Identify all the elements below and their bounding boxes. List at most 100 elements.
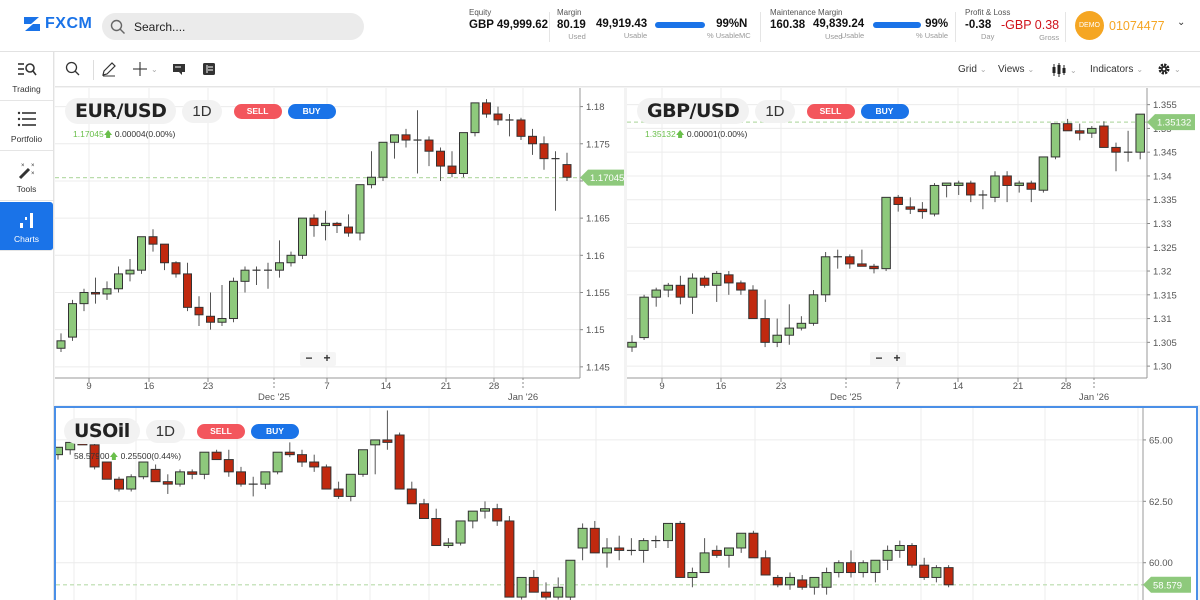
svg-text:23: 23 [203,381,214,392]
candle [114,476,124,492]
margin-pct-label: % Usable [707,31,740,40]
buy-button[interactable]: BUY [287,103,336,119]
eurusd-candlestick-chart[interactable]: 1.181.1751.171.1651.161.1551.151.1451.17… [55,88,624,405]
candle [126,474,137,492]
views-menu[interactable]: Views ⌄ [998,64,1034,75]
margin-usable-block: 49,919.43 Usable [596,18,647,40]
candle [183,262,192,312]
pencil-icon [102,62,116,77]
svg-text:1.17045: 1.17045 [590,173,624,184]
account-number[interactable]: 01074477 [1109,19,1165,33]
candle [943,565,954,588]
svg-text:60.00: 60.00 [1149,558,1173,569]
table-button[interactable] [201,61,217,77]
table-icon [203,63,215,75]
timeframe-button[interactable]: 1D [145,419,185,443]
svg-text:1.155: 1.155 [586,288,610,299]
mc-block: N MC [739,18,751,40]
sidebar-item-trading[interactable]: Trading [0,52,53,101]
candle [675,275,686,305]
zoom-in-button[interactable]: + [323,351,331,365]
gbpusd-candlestick-chart[interactable]: 1.3551.351.3451.341.3351.331.3251.321.31… [627,88,1200,405]
symbol-label[interactable]: EUR/USD [65,98,177,124]
candle [1038,156,1049,193]
svg-text:1.16: 1.16 [586,251,605,262]
symbol-label[interactable]: USOil [64,418,140,444]
chart-type-menu[interactable]: ⌄ [1051,62,1077,78]
candle [1002,171,1012,203]
candle [171,261,181,278]
usoil-candlestick-chart[interactable]: 65.00 62.50 60.00 58.579 [56,408,1196,600]
search-input[interactable]: Search.... [102,13,364,40]
chart-pane-eurusd[interactable]: 1.181.1751.171.1651.161.1551.151.1451.17… [55,88,624,405]
zoom-out-button[interactable]: − [305,351,313,365]
candle [869,263,879,274]
svg-text:Dec '25: Dec '25 [258,392,290,403]
equity-stat: Equity GBP 49,999.62 [469,8,548,31]
candle [175,469,185,487]
candle [687,273,698,314]
candle [431,508,442,547]
candle [990,171,1000,203]
candle [206,292,215,330]
buy-button[interactable]: BUY [250,423,299,439]
mc-label: MC [739,31,751,40]
candle [638,538,649,563]
chart-pane-usoil[interactable]: 65.00 62.50 60.00 58.579 USOil 1D SELL BUY … [54,406,1198,600]
svg-text:1.175: 1.175 [586,139,610,150]
sell-button[interactable]: SELL [806,103,855,119]
zoom-out-button[interactable]: − [875,351,883,365]
candle [138,461,149,480]
zoom-in-button[interactable]: + [893,351,901,365]
candle [382,410,393,450]
candle [1026,180,1037,203]
candle [808,290,819,326]
candle [711,271,722,302]
chart-search-button[interactable] [65,61,81,77]
account-chevron-down-icon[interactable]: ⌄ [1177,17,1186,28]
svg-text:9: 9 [86,381,91,392]
sidebar: Trading Portfolio × × × Tools [0,52,54,600]
sidebar-item-label: Trading [12,84,41,94]
sell-button[interactable]: SELL [196,423,245,439]
chart-toolbar: ⌄ Grid ⌄ Views ⌄ ⌄ Indicators ⌄ ⌄ [55,52,1200,87]
candle [820,252,831,302]
candle [101,461,112,480]
buy-button[interactable]: BUY [860,103,909,119]
candle [137,236,146,274]
candle [516,117,526,141]
candle [309,214,319,237]
pnl-day-label: Day [981,32,995,41]
indicators-menu[interactable]: Indicators ⌄ [1090,64,1143,75]
draw-button[interactable] [101,61,117,77]
price-change: 0.25500(0.44%) [120,451,182,461]
maint-margin-block: Maintenance Margin 160.38 Used [770,8,842,41]
grid-menu[interactable]: Grid ⌄ [958,64,987,75]
svg-text:Jan '26: Jan '26 [1079,392,1109,403]
svg-text:1.145: 1.145 [586,362,610,373]
svg-text:58.579: 58.579 [1153,580,1182,591]
candle [1062,118,1073,132]
candle [194,296,204,326]
comment-button[interactable] [171,61,187,77]
chart-pane-gbpusd[interactable]: 1.3551.351.3451.341.3351.331.3251.321.31… [627,88,1200,405]
settings-menu[interactable]: ⌄ [1157,62,1181,76]
sidebar-item-portfolio[interactable]: Portfolio [0,102,53,151]
candle [286,251,296,267]
symbol-label[interactable]: GBP/USD [637,98,750,124]
crosshair-button[interactable]: ⌄ [132,61,158,77]
timeframe-button[interactable]: 1D [755,99,795,123]
sidebar-item-tools[interactable]: × × × Tools [0,152,53,201]
chevron-down-icon: ⌄ [1070,65,1077,75]
candle [493,106,503,126]
sidebar-item-charts[interactable]: Charts [0,202,53,251]
candle [978,190,988,210]
candle [663,522,673,548]
sell-button[interactable]: SELL [233,103,282,119]
fxcm-logo[interactable]: FXCM [22,15,92,33]
list-icon [17,111,36,127]
svg-text:Jan '26: Jan '26 [508,392,538,403]
candle [724,271,734,295]
svg-text:16: 16 [716,381,727,392]
timeframe-button[interactable]: 1D [182,99,222,123]
